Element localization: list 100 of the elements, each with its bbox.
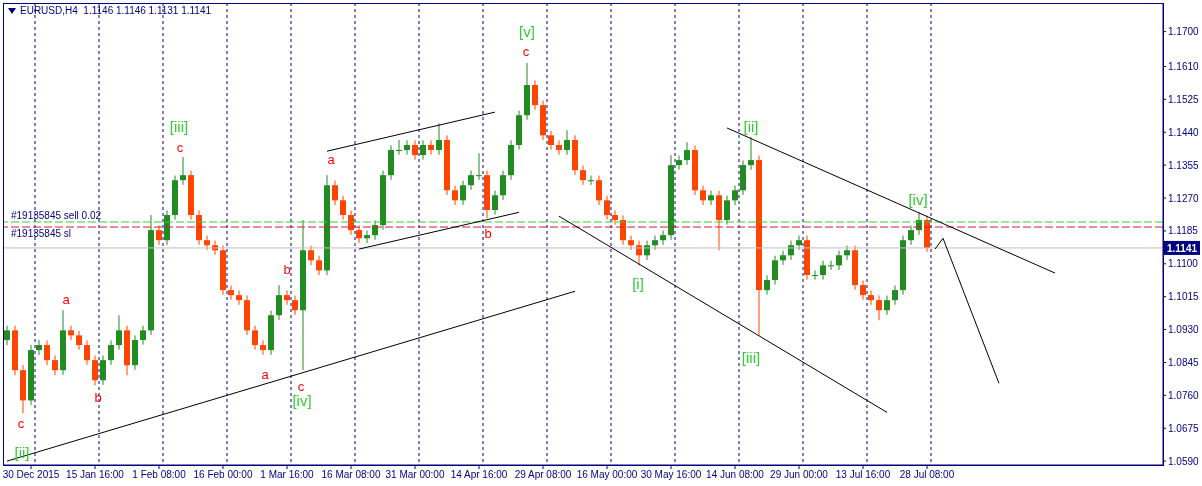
candlestick (92, 355, 98, 386)
candlestick (868, 289, 874, 306)
ref-line-label: #19135845 sell 0.02 (11, 210, 102, 222)
candlestick (876, 295, 882, 321)
annotation: [iv] (292, 391, 312, 409)
candlestick (676, 154, 682, 171)
annotation: a (62, 291, 70, 307)
y-tick-label: 1.1440 (1168, 126, 1200, 138)
candlestick (332, 180, 338, 206)
candlestick (420, 139, 426, 161)
candlestick (396, 139, 402, 156)
candlestick (772, 255, 778, 286)
y-tick-label: 1.0760 (1168, 389, 1200, 401)
y-tick-label: 1.1100 (1168, 258, 1199, 270)
candlestick (340, 195, 346, 221)
chart-title: EURUSD,H4 1.1146 1.1146 1.1131 1.1141 (20, 5, 212, 16)
candlestick (628, 235, 634, 251)
x-tick-label: 30 May 16:00 (640, 469, 702, 481)
candlestick (580, 165, 586, 186)
candlestick (260, 339, 266, 356)
candlestick (612, 209, 618, 226)
candlestick (460, 180, 466, 206)
candlestick (284, 289, 290, 306)
candlestick (604, 195, 610, 221)
y-tick-label: 1.0845 (1168, 357, 1200, 369)
candlestick (548, 130, 554, 151)
y-tick-label: 1.1185 (1168, 225, 1199, 237)
candlestick (76, 330, 82, 351)
candlestick (316, 255, 322, 276)
annotation: b (283, 261, 291, 277)
candlestick (828, 260, 834, 271)
candlestick (860, 279, 866, 301)
x-tick-label: 16 May 00:00 (576, 469, 638, 481)
candlestick (252, 325, 258, 351)
x-tick-label: 14 Apr 16:00 (450, 469, 508, 481)
candlestick (476, 152, 482, 181)
y-tick-label: 1.1525 (1168, 93, 1200, 105)
candlestick (684, 141, 690, 166)
candlestick (748, 136, 754, 171)
x-tick-label: 1 Feb 08:00 (132, 469, 187, 481)
candlestick (468, 170, 474, 191)
annotation: [v] (519, 22, 535, 40)
x-tick-label: 14 Jun 08:00 (706, 469, 765, 481)
annotation: c (176, 139, 184, 155)
candlestick (500, 170, 506, 201)
annotation: [iii] (741, 348, 761, 366)
x-tick-label: 29 Jun 00:00 (770, 469, 829, 481)
candlestick (764, 274, 770, 296)
candlestick (52, 355, 58, 376)
y-tick-label: 1.0675 (1168, 422, 1200, 434)
candlestick (156, 224, 162, 246)
candlestick (796, 235, 802, 251)
candlestick (588, 175, 594, 186)
candlestick (84, 339, 90, 366)
candlestick (436, 122, 442, 156)
annotation: b (94, 389, 102, 405)
candlestick (820, 260, 826, 281)
y-tick-label: 1.1355 (1168, 159, 1200, 171)
candlestick (532, 79, 538, 111)
candlestick (308, 245, 314, 266)
candlestick (180, 156, 186, 186)
candlestick (564, 129, 570, 156)
annotation: c (297, 378, 305, 394)
candlestick (660, 230, 666, 246)
candlestick (732, 185, 738, 206)
candlestick (412, 139, 418, 161)
candlestick (68, 325, 74, 341)
x-tick-label: 31 Mar 00:00 (385, 469, 445, 481)
candlestick (884, 295, 890, 316)
candlestick (404, 139, 410, 156)
candlestick (596, 175, 602, 206)
annotation: b (484, 225, 492, 241)
annotation: c (522, 43, 530, 59)
ref-line-label: 1.1141 (1167, 242, 1198, 254)
candlestick (812, 269, 818, 281)
candlestick (836, 250, 842, 271)
candlestick (700, 185, 706, 206)
candlestick (724, 195, 730, 226)
candlestick (4, 325, 10, 346)
y-tick-label: 1.0590 (1168, 455, 1200, 467)
x-tick-label: 30 Dec 2015 (2, 469, 60, 481)
annotation: [ii] (743, 117, 759, 135)
y-tick-label: 1.1270 (1168, 192, 1200, 204)
candlestick (356, 224, 362, 244)
candlestick (276, 284, 282, 321)
y-tick-label: 1.1015 (1168, 291, 1200, 303)
ref-line-label: #19135845 sl (11, 228, 72, 240)
candlestick (364, 230, 370, 244)
x-tick-label: 1 Mar 16:00 (260, 469, 315, 481)
candlestick (100, 355, 106, 386)
y-tick-label: 1.0930 (1168, 324, 1200, 336)
candlestick (140, 325, 146, 346)
annotation: a (261, 366, 269, 382)
x-tick-label: 15 Jan 16:00 (66, 469, 125, 481)
x-tick-label: 28 Jul 08:00 (899, 469, 955, 481)
candlestick (44, 339, 50, 366)
candlestick (492, 190, 498, 216)
y-tick-label: 1.1610 (1168, 61, 1200, 73)
candlestick (556, 139, 562, 156)
candlestick (908, 224, 914, 246)
